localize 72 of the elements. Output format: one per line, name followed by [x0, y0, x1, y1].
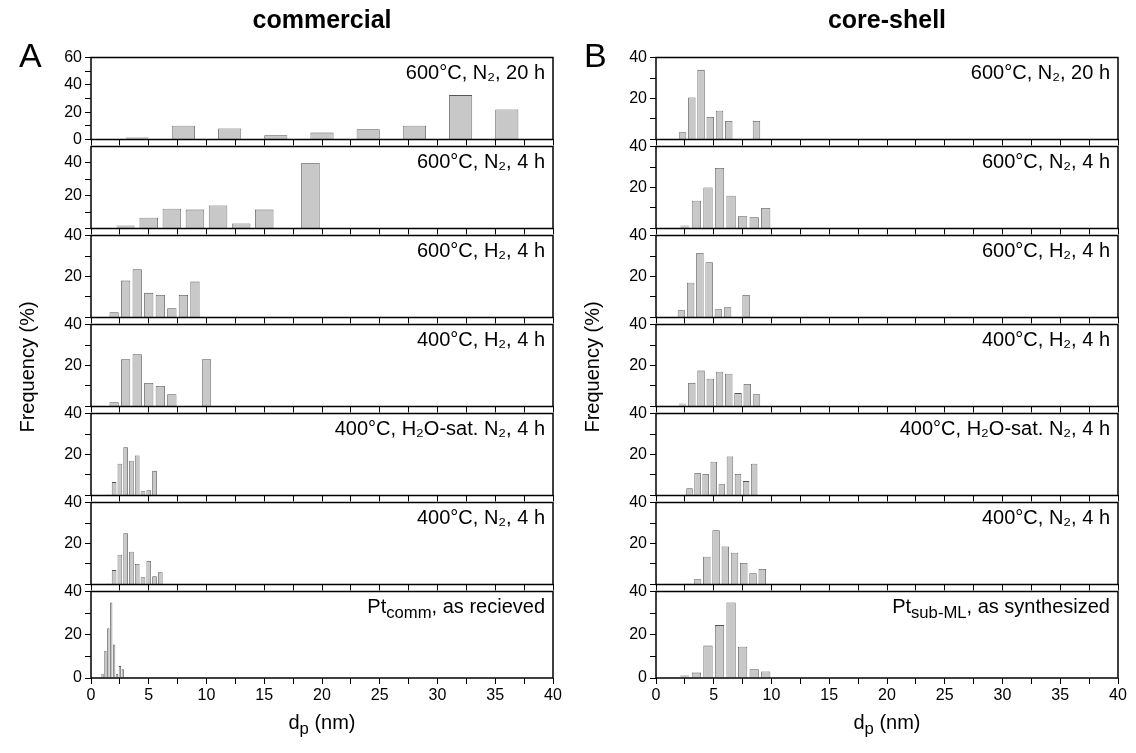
y-tick-label: 40: [629, 137, 648, 155]
y-tick-label: 60: [64, 48, 83, 66]
annotation: 600°C, N₂, 20 h: [969, 61, 1110, 84]
y-tick-label: 20: [629, 533, 648, 551]
x-tick-label: 10: [762, 686, 781, 704]
y-tick-label: 20: [629, 88, 648, 106]
x-tick-label: 20: [313, 686, 331, 704]
x-tick-label: 30: [993, 686, 1012, 704]
annotation: 400°C, H₂, 4 h: [980, 328, 1110, 351]
annotation: 400°C, N₂, 4 h: [415, 506, 545, 529]
x-tick-label: 40: [1109, 686, 1127, 704]
annotation: 400°C, H₂, 4 h: [415, 328, 545, 351]
annotation: 600°C, N₂, 4 h: [980, 150, 1110, 173]
x-tick-label: 25: [370, 686, 389, 704]
y-tick-label: 40: [64, 493, 83, 511]
x-tick-label: 5: [144, 686, 154, 704]
y-tick-label: 40: [629, 48, 648, 66]
x-tick-label: 5: [709, 686, 719, 704]
x-tick-label: 15: [820, 686, 839, 704]
x-tick-label: 30: [428, 686, 447, 704]
y-tick-label: 20: [64, 355, 83, 373]
annotation: 400°C, N₂, 4 h: [980, 506, 1110, 529]
y-tick-label: 40: [629, 315, 648, 333]
y-tick-label: 20: [64, 533, 83, 551]
text: A: [19, 36, 42, 74]
y-tick-label: 20: [629, 266, 648, 284]
text: B: [584, 36, 607, 74]
annotation: Pt$_{comm}$, as recieved: [366, 595, 545, 623]
x-tick-label: 10: [197, 686, 216, 704]
y-tick-label: 40: [64, 315, 83, 333]
x-tick-label: 25: [935, 686, 954, 704]
y-tick-label: 40: [629, 582, 648, 600]
x-tick-label: 35: [486, 686, 505, 704]
x-tick-label: 0: [651, 686, 661, 704]
y-tick-label: 40: [64, 226, 83, 244]
y-tick-label: 20: [64, 266, 83, 284]
y-tick-label: 20: [629, 177, 648, 195]
y-axis-title: Frequency (%): [16, 299, 39, 435]
x-tick-label: 40: [544, 686, 562, 704]
x-axis-title: d$_{p}$ (nm): [287, 710, 357, 740]
x-axis-title: d$_{p}$ (nm): [852, 710, 922, 740]
y-tick-label: 20: [629, 625, 648, 643]
x-tick-label: 0: [86, 686, 96, 704]
annotation: 400°C, H₂O-sat. N₂, 4 h: [898, 417, 1110, 440]
y-tick-label: 40: [629, 493, 648, 511]
y-tick-label: 20: [629, 444, 648, 462]
y-tick-label: 20: [64, 444, 83, 462]
y-axis-title: Frequency (%): [581, 299, 604, 435]
chart-title: core-shell: [826, 5, 948, 34]
y-tick-label: 0: [638, 668, 648, 686]
x-tick-label: 15: [255, 686, 274, 704]
y-tick-label: 0: [73, 129, 83, 147]
annotation: Pt$_{sub-ML}$, as synthesized: [891, 595, 1110, 623]
annotation: 600°C, N₂, 4 h: [415, 150, 545, 173]
y-tick-label: 40: [64, 404, 83, 422]
y-tick-label: 20: [629, 355, 648, 373]
chart-title: commercial: [251, 5, 393, 34]
y-tick-label: 0: [73, 668, 83, 686]
annotation: 600°C, N₂, 20 h: [404, 61, 545, 84]
annotation: 400°C, H₂O-sat. N₂, 4 h: [333, 417, 545, 440]
y-tick-label: 40: [64, 153, 83, 171]
y-tick-label: 20: [64, 625, 83, 643]
y-tick-label: 40: [64, 582, 83, 600]
x-tick-label: 20: [878, 686, 896, 704]
annotation: 600°C, H₂, 4 h: [980, 239, 1110, 262]
y-tick-label: 40: [64, 75, 83, 93]
y-tick-label: 20: [64, 186, 83, 204]
y-tick-label: 20: [64, 102, 83, 120]
annotation: 600°C, H₂, 4 h: [415, 239, 545, 262]
x-tick-label: 35: [1051, 686, 1070, 704]
y-tick-label: 40: [629, 404, 648, 422]
y-tick-label: 40: [629, 226, 648, 244]
